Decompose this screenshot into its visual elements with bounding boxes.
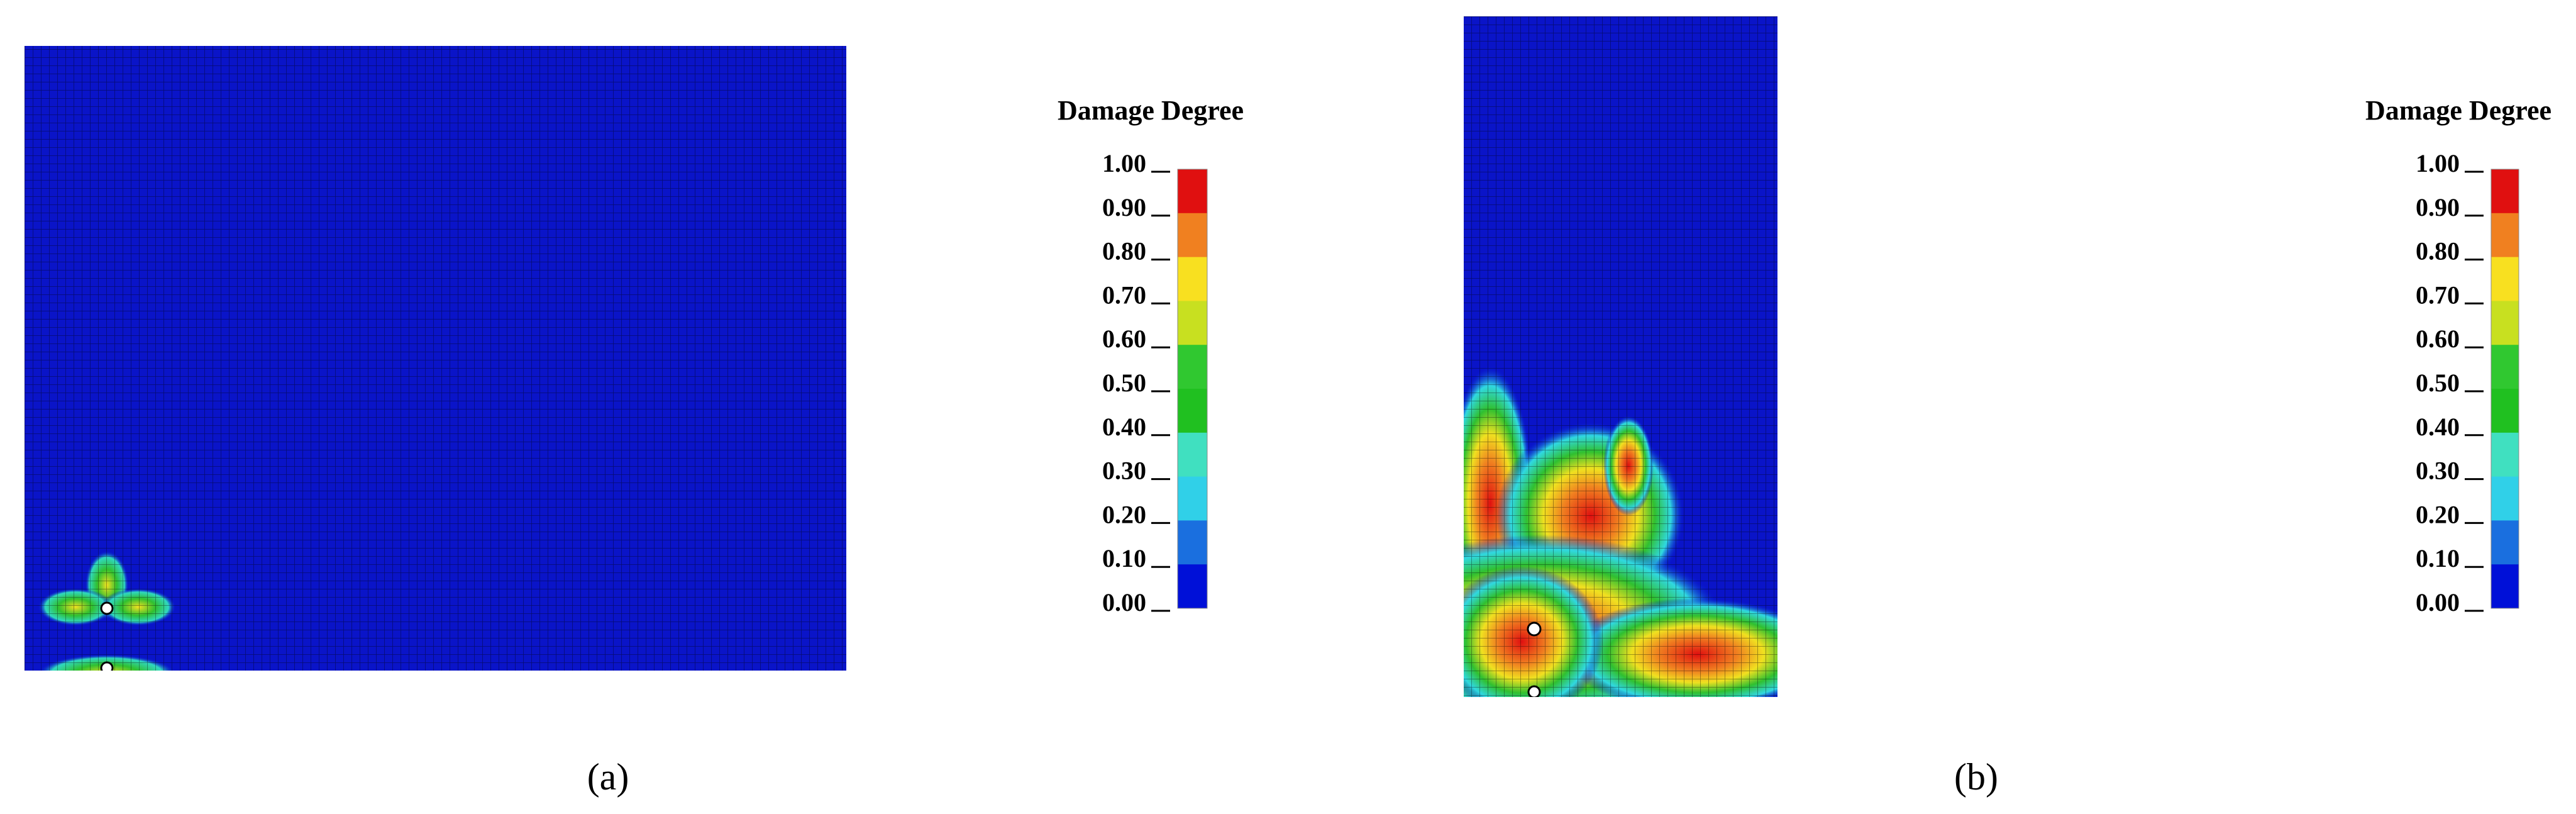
colorbar-segment [1178, 213, 1207, 258]
colorbar-segment [2491, 564, 2519, 609]
legend-tick-label: 0.60 [1102, 325, 1146, 353]
legend-tick-label: 0.70 [2416, 281, 2460, 309]
colorbar-frame [1177, 169, 1208, 609]
legend-tick-label: 0.80 [1102, 237, 1146, 265]
panel-label: (a) [587, 756, 629, 798]
colorbar-segment [2491, 301, 2519, 345]
colorbar-segment [1178, 345, 1207, 389]
legend-tick-label: 0.20 [2416, 500, 2460, 528]
legend-tick-label: 0.70 [1102, 281, 1146, 309]
legend-tick-label: 0.00 [2416, 588, 2460, 616]
colorbar-segment [2491, 169, 2519, 214]
legend-tick-label: 0.90 [1102, 193, 1146, 221]
colorbar-segment [1178, 432, 1207, 477]
legend-tick-label: 1.00 [1102, 149, 1146, 177]
legend-tick-label: 0.20 [1102, 500, 1146, 528]
colorbar-segment [1178, 301, 1207, 345]
legend-tick-label: 0.30 [1102, 457, 1146, 485]
colorbar-segment [2491, 520, 2519, 565]
colorbar-frame [2490, 169, 2519, 609]
legend-tick-label: 0.60 [2416, 325, 2460, 353]
legend-tick-label: 0.50 [2416, 369, 2460, 397]
colorbar-segment [1178, 257, 1207, 301]
legend-tick-label: 1.00 [2416, 149, 2460, 177]
colorbar-segment [2491, 213, 2519, 258]
legend-tick-label: 0.90 [2416, 193, 2460, 221]
legend-tick-label: 0.80 [2416, 237, 2460, 265]
panel-a-field [25, 46, 846, 671]
colorbar-segment [2491, 389, 2519, 433]
colorbar-segment [2491, 257, 2519, 301]
legend-tick-label: 0.10 [2416, 544, 2460, 572]
legend-title: Damage Degree [1058, 95, 1244, 126]
panel-label: (b) [1954, 756, 1998, 798]
panel-b-field [1464, 16, 1777, 697]
colorbar-segment [2491, 432, 2519, 477]
legend-tick-label: 0.00 [1102, 588, 1146, 616]
legend-tick-label: 0.10 [1102, 544, 1146, 572]
legend-tick-label: 0.40 [2416, 413, 2460, 441]
colorbar-segment [1178, 564, 1207, 609]
legend-tick-label: 0.50 [1102, 369, 1146, 397]
colorbar-segment [1178, 389, 1207, 433]
legend-tick-label: 0.40 [1102, 413, 1146, 441]
legend-title: Damage Degree [2365, 95, 2551, 126]
colorbar-segment [1178, 476, 1207, 521]
colorbar-segment [2491, 345, 2519, 389]
colorbar-segment [2491, 476, 2519, 521]
legend-tick-label: 0.30 [2416, 457, 2460, 485]
colorbar-segment [1178, 520, 1207, 565]
colorbar-segment [1178, 169, 1207, 214]
